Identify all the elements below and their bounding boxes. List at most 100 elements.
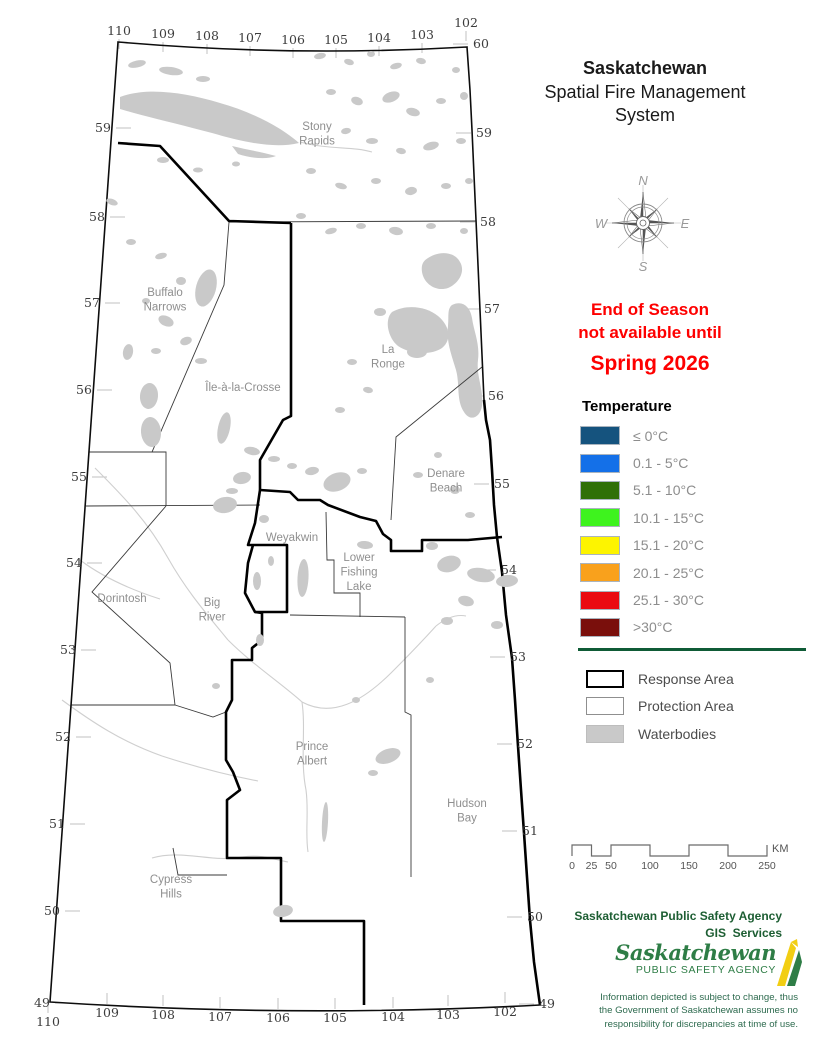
compass-n-label: N [638,175,648,188]
map-place-label: Rapids [299,136,335,148]
axis-label: 105 [323,1010,347,1025]
waterbody [106,198,118,206]
waterbody [142,298,150,304]
scale-tick-label: 100 [641,860,659,872]
agency-credits: Saskatchewan Public Safety Agency GIS Ser… [558,908,782,941]
axis-label: 56 [488,388,504,403]
waterbody [407,346,427,358]
notice-line1: End of Season [590,300,710,319]
map-place-label: Fishing [340,567,377,579]
agency-logo: Saskatchewan PUBLIC SAFETY AGENCY [558,941,776,976]
temperature-label: >30°C [633,619,673,636]
waterbody [155,252,167,260]
waterbody [217,412,231,444]
waterbody [456,138,466,144]
map-place-label: Weyakwin [266,532,318,544]
waterbody [268,556,274,566]
temperature-label: 20.1 - 25°C [633,564,704,581]
season-notice: End of Season not available until Spring… [533,298,767,377]
scale-tick-label: 250 [758,860,776,872]
lake-tail [232,146,276,159]
waterbody [374,308,386,316]
waterbody [341,127,351,135]
logo-subtitle: PUBLIC SAFETY AGENCY [635,964,776,976]
saskatchewan-map: 110 109 108 107 106 105 104 103 102 110 109 108 107 1… [34,15,555,1029]
waterbody [157,157,169,163]
map-place-label: Buffalo [147,287,183,299]
map-place-label: River [199,612,226,624]
rivers [61,141,467,863]
map-title: Saskatchewan Spatial Fire Management Sys… [524,56,766,127]
waterbody [368,770,378,776]
temperature-legend-item: 5.1 - 10°C [580,477,800,504]
axis-label: 59 [476,125,492,140]
waterbody [122,344,134,360]
area-rows: Response Area Protection Area Waterbodies [586,665,806,748]
temperature-legend-item: >30°C [580,614,800,641]
temperature-legend-heading: Temperature [582,398,672,415]
waterbody [467,567,495,583]
axis-label: 52 [517,736,533,751]
temperature-legend-item: 0.1 - 5°C [580,449,800,476]
area-label: Waterbodies [638,725,717,742]
axis-label: 107 [208,1009,232,1024]
map-place-label: Big [204,597,221,609]
waterbody [128,60,146,68]
map-place-label: Île-à-la-Crosse [204,381,280,394]
axis-label: 110 [107,23,131,38]
logo-leaf-icon [777,939,802,986]
axis-label: 58 [480,214,496,229]
temperature-label: 0.1 - 5°C [633,455,689,472]
waterbody [325,227,337,235]
map-place-label: Stony [302,121,332,133]
waterbody-symbol [586,724,624,743]
reindeer-lake [447,303,483,418]
waterbody [297,559,309,597]
lac-la-ronge [387,307,449,354]
temperature-swatch [580,426,620,446]
temperature-legend: Temperature ≤ 0°C 0.1 - 5°C 5.1 - 10°C 10.1… [580,398,800,641]
area-legend-item: Waterbodies [586,720,806,748]
map-title-line1: Saskatchewan [582,58,708,78]
waterbody [195,358,207,364]
disclaimer-line: the Government of Saskatchewan assumes n… [599,1005,798,1017]
axis-label: 109 [95,1005,119,1020]
area-label: Response Area [638,670,734,687]
axis-label: 104 [381,1009,405,1024]
temperature-legend-item: 15.1 - 20°C [580,532,800,559]
waterbody [158,315,174,327]
temperature-swatch [580,535,620,555]
scale-numbers: 0 25 50 100 150 200 250 [569,860,776,872]
axis-label: 53 [60,642,76,657]
map-place-label: Narrows [144,302,187,314]
waterbody [253,572,261,590]
notice-line2: not available until [578,323,722,342]
map-title-line3: System [614,105,675,125]
axis-label: 106 [281,32,305,47]
map-place-label: Prince [296,741,329,753]
legend-divider [578,648,806,651]
waterbody [413,472,423,478]
scale-tick-label: 50 [605,860,617,872]
waterbody [434,452,442,458]
waterbody [195,269,217,307]
axis-label: 102 [493,1004,517,1019]
map-place-label: Dorintosh [97,593,146,605]
scale-tick-label: 0 [569,860,575,872]
notice-line3: Spring 2026 [590,352,710,375]
waterbody [375,748,401,764]
temperature-label: 5.1 - 10°C [633,482,697,499]
temperature-legend-item: ≤ 0°C [580,422,800,449]
protection-symbol [586,697,624,716]
waterbody [306,168,316,174]
waterbody [426,542,438,550]
waterbody [382,91,400,103]
waterbody [437,555,461,573]
map-place-label: La [382,344,395,356]
waterbody [305,466,319,476]
map-place-label: Hudson [447,798,487,810]
waterbody [367,51,375,57]
axis-label: 54 [66,555,82,570]
waterbody [244,446,260,456]
map-place-label: Cypress [150,874,192,886]
